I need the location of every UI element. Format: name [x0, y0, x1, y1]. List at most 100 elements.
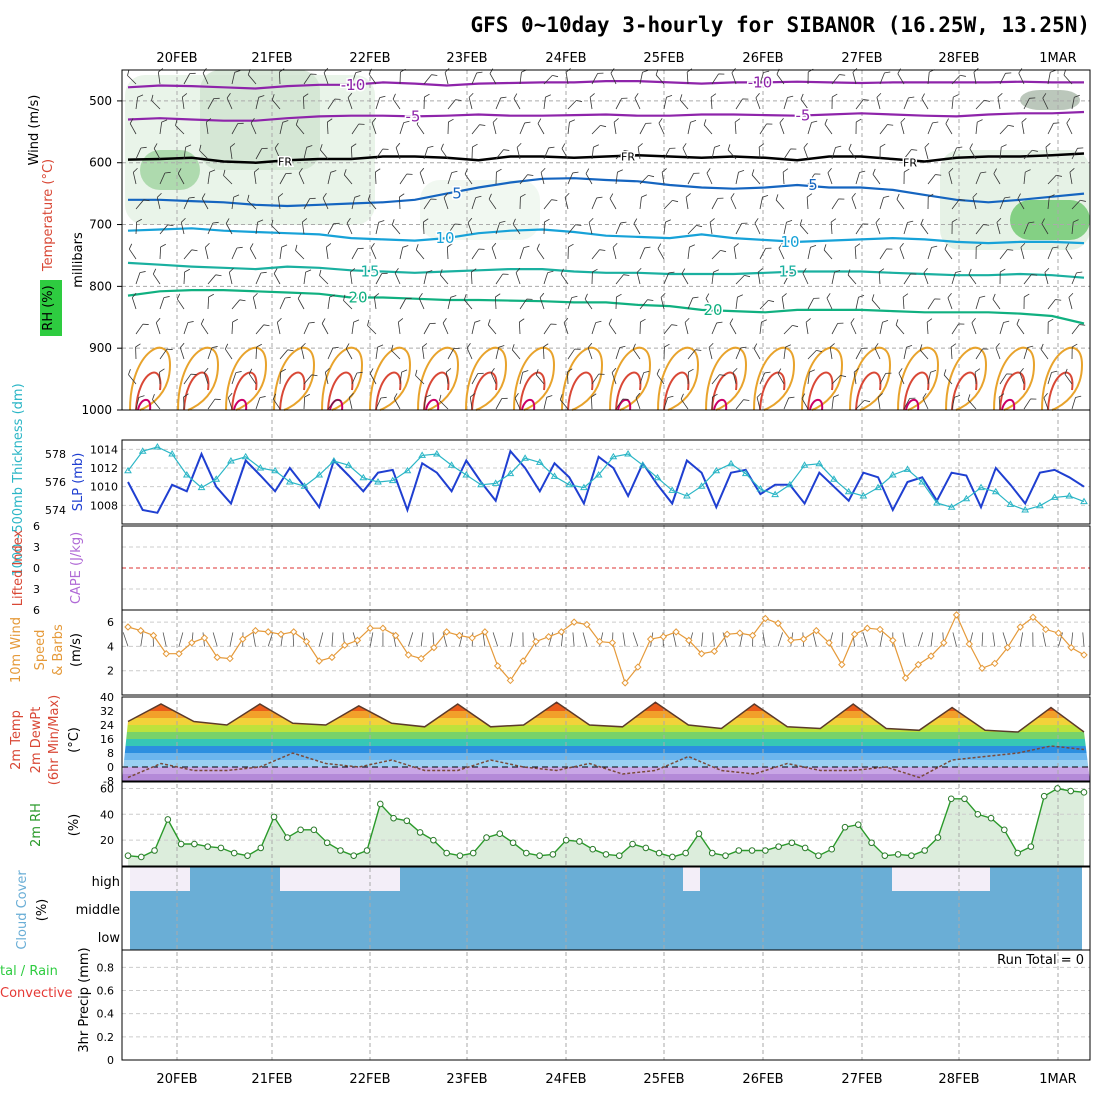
- barb-flag: [859, 170, 866, 173]
- barb-shaft: [584, 298, 593, 310]
- barb-shaft: [202, 72, 209, 85]
- wind-barb: [635, 392, 641, 410]
- barb-flag: [515, 267, 521, 273]
- thickness-marker: [300, 482, 309, 489]
- barb-flag: [597, 72, 604, 74]
- barb-shaft: [968, 274, 977, 285]
- rh2m-marker: [974, 811, 982, 818]
- barb-shaft: [567, 297, 573, 310]
- wind-barb: [947, 292, 953, 310]
- barb-shaft: [135, 147, 142, 160]
- barb-flag: [182, 93, 188, 98]
- barb-shaft: [855, 297, 859, 310]
- wind-barb: [322, 193, 329, 210]
- barb-shaft: [871, 299, 881, 310]
- barb-shaft: [682, 147, 689, 160]
- barb-flag: [282, 120, 289, 123]
- barb-shaft: [735, 172, 739, 185]
- rh2m-marker: [908, 852, 915, 859]
- barb-shaft: [297, 298, 305, 310]
- wind10m-barb: [140, 632, 144, 647]
- barb-shaft: [992, 299, 1001, 310]
- barb-shaft: [349, 272, 353, 285]
- barb-flag: [487, 319, 491, 325]
- barb-shaft: [543, 75, 553, 85]
- wind-barb: [807, 349, 823, 360]
- barb-shaft: [710, 97, 713, 110]
- barb-shaft: [975, 224, 984, 235]
- wind-barb: [999, 320, 1010, 335]
- barb-flag: [944, 243, 948, 250]
- barb-flag: [805, 318, 811, 323]
- wind-barb: [680, 393, 689, 410]
- wind-barb: [159, 224, 174, 235]
- rh2m-marker: [469, 849, 477, 857]
- barb-flag: [535, 369, 539, 375]
- barb-shaft: [1047, 372, 1052, 385]
- wind-barb: [708, 342, 714, 360]
- temperature-contour-30: [759, 371, 786, 411]
- barb-flag: [954, 394, 961, 398]
- li-tick: 0: [33, 562, 40, 575]
- barb-flag: [839, 74, 846, 76]
- barb-flag: [714, 144, 721, 148]
- wind-barb: [394, 268, 401, 285]
- barb-flag: [1024, 293, 1030, 298]
- wind10m-axis-label: & Barbs: [51, 624, 66, 676]
- barb-flag: [600, 124, 607, 128]
- barb-flag: [418, 293, 423, 299]
- wind-barb: [663, 324, 678, 335]
- wind-barb: [374, 168, 381, 185]
- wind-barb: [687, 349, 702, 360]
- barb-flag: [153, 143, 158, 149]
- barb-flag: [799, 219, 803, 226]
- wind-barb: [855, 223, 869, 235]
- thickness-marker: [227, 457, 235, 464]
- barb-shaft: [611, 372, 617, 385]
- wind-barb: [711, 73, 725, 85]
- barb-shaft: [203, 372, 209, 385]
- barb-shaft: [375, 148, 384, 160]
- wind-barb: [968, 268, 977, 285]
- wind-barb: [1023, 293, 1030, 310]
- barb-shaft: [559, 399, 569, 410]
- wind-barb: [415, 244, 425, 260]
- wind-barb: [227, 392, 233, 410]
- barb-shaft: [734, 122, 737, 135]
- barb-shaft: [684, 322, 689, 335]
- barb-flag: [137, 94, 144, 98]
- wind-barb: [850, 318, 857, 335]
- barb-flag: [522, 370, 529, 373]
- barb-flag: [327, 118, 333, 123]
- barb-shaft: [152, 399, 161, 410]
- barb-shaft: [831, 272, 835, 285]
- barb-shaft: [1047, 72, 1051, 85]
- barb-flag: [464, 168, 468, 175]
- barb-flag: [899, 242, 904, 248]
- wind-barb: [848, 143, 857, 160]
- li-tick: 3: [33, 583, 40, 596]
- barb-flag: [429, 322, 436, 324]
- wind-barb: [375, 272, 388, 285]
- temp-tick: 24: [100, 719, 114, 732]
- barb-shaft: [255, 346, 258, 360]
- barb-flag: [858, 294, 865, 298]
- wind10m-barb: [739, 632, 744, 647]
- barb-flag: [398, 318, 404, 323]
- barb-flag: [346, 218, 351, 224]
- wind-barb: [327, 399, 342, 410]
- wind-barb: [469, 393, 476, 410]
- wind10m-marker: [289, 628, 298, 636]
- wind-barb: [830, 218, 837, 235]
- temperature-contour-35: [905, 398, 920, 411]
- barb-flag: [232, 318, 238, 323]
- barb-shaft: [495, 398, 503, 410]
- wind-barb: [803, 142, 809, 160]
- barb-shaft: [225, 223, 233, 235]
- barb-shaft: [347, 97, 353, 110]
- barb-flag: [239, 299, 246, 302]
- barb-flag: [490, 368, 495, 374]
- barb-flag: [1050, 69, 1056, 73]
- wind-barb: [831, 145, 842, 160]
- barb-shaft: [807, 122, 812, 135]
